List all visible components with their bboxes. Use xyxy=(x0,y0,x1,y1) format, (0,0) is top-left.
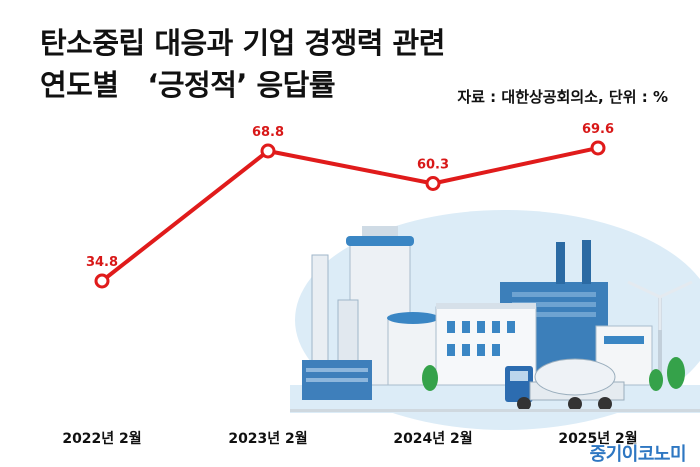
data-label-0: 34.8 xyxy=(86,255,118,270)
data-label-3: 69.6 xyxy=(582,122,614,137)
data-point-1 xyxy=(260,143,276,159)
x-tick-label-0: 2022년 2월 xyxy=(62,431,142,447)
chart-title: 탄소중립 대응과 기업 경쟁력 관련 연도별 ‘긍정적’ 응답률 xyxy=(40,22,445,106)
x-tick-label-2: 2024년 2월 xyxy=(393,431,473,447)
x-tick-label-1: 2023년 2월 xyxy=(228,431,308,447)
data-point-0 xyxy=(94,273,110,289)
data-label-2: 60.3 xyxy=(417,158,449,173)
title-line-2: 연도별 ‘긍정적’ 응답률 xyxy=(40,68,336,102)
data-point-3 xyxy=(590,140,606,156)
series-line xyxy=(100,145,599,283)
source-note: 자료 : 대한상공회의소, 단위 : % xyxy=(457,88,668,106)
brand-logo-text: 중기이코노미 xyxy=(589,444,687,465)
factory-illustration xyxy=(290,210,700,430)
data-label-1: 68.8 xyxy=(252,125,284,140)
x-tick-label-3: 2025년 2월 xyxy=(558,431,638,447)
title-line-1: 탄소중립 대응과 기업 경쟁력 관련 xyxy=(40,26,445,60)
data-point-2 xyxy=(425,176,441,191)
